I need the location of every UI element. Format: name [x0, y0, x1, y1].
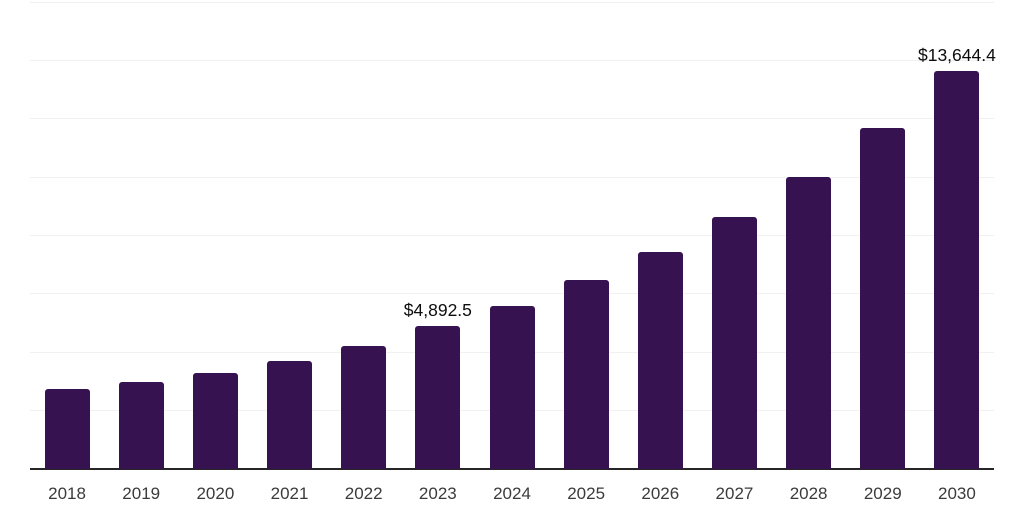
x-tick-label-2018: 2018: [48, 484, 86, 503]
bar-2018[interactable]: [44, 389, 90, 469]
bar-2030[interactable]: [934, 70, 980, 469]
bar-2024[interactable]: [489, 305, 535, 469]
x-tick-label-2024: 2024: [493, 484, 531, 503]
bar-2026[interactable]: [637, 251, 683, 469]
gridline: [30, 235, 994, 236]
bar-2022[interactable]: [341, 345, 387, 469]
x-tick-label-2030: 2030: [938, 484, 976, 503]
x-tick-label-2021: 2021: [270, 484, 309, 503]
x-tick-label-2020: 2020: [196, 484, 235, 503]
x-tick-label-2027: 2027: [715, 484, 754, 503]
gridline: [30, 293, 994, 295]
x-tick-label-2026: 2026: [641, 484, 680, 503]
gridline: [30, 59, 994, 61]
bar-2023[interactable]: [415, 326, 461, 469]
x-tick-label-2029: 2029: [863, 484, 902, 503]
bar-2019[interactable]: [118, 381, 164, 469]
x-tick-label-2022: 2022: [344, 484, 383, 503]
x-axis-line: [30, 468, 994, 470]
x-tick-label-2019: 2019: [122, 484, 161, 503]
gridline: [30, 176, 994, 178]
value-label-2023: $4,892.5: [403, 300, 472, 321]
gridline: [30, 118, 994, 120]
bar-2028[interactable]: [786, 176, 832, 469]
gridline: [30, 1, 994, 3]
bar-2020[interactable]: [192, 373, 238, 469]
x-tick-label-2025: 2025: [567, 484, 606, 503]
bar-2029[interactable]: [860, 127, 906, 469]
x-tick-label-2028: 2028: [789, 484, 828, 503]
bar-2027[interactable]: [711, 217, 757, 469]
bar-2025[interactable]: [563, 280, 609, 469]
bar-2021[interactable]: [267, 361, 313, 469]
x-tick-label-2023: 2023: [418, 484, 457, 503]
value-label-2030: $13,644.4: [917, 44, 996, 65]
